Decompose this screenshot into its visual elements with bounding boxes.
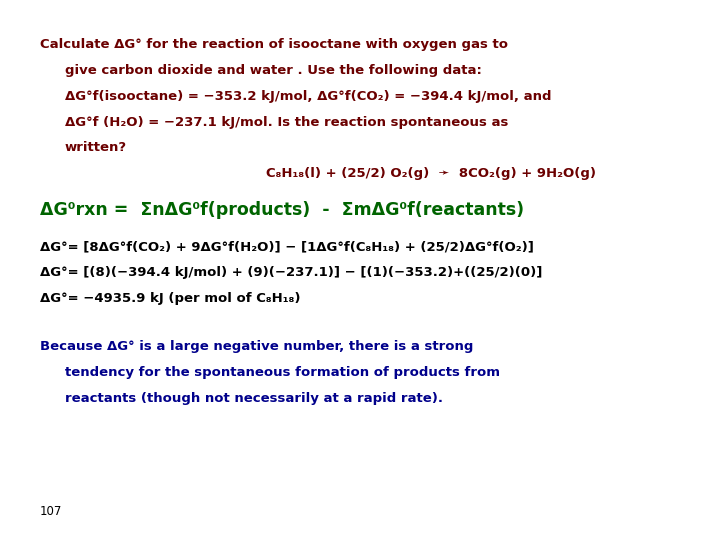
Text: tendency for the spontaneous formation of products from: tendency for the spontaneous formation o… [65, 366, 500, 379]
Text: ΔG⁰rxn =  ΣnΔG⁰f(products)  -  ΣmΔG⁰f(reactants): ΔG⁰rxn = ΣnΔG⁰f(products) - ΣmΔG⁰f(react… [40, 201, 523, 219]
Text: ΔG°= −4935.9 kJ (per mol of C₈H₁₈): ΔG°= −4935.9 kJ (per mol of C₈H₁₈) [40, 292, 300, 305]
Text: ΔG°f (H₂O) = −237.1 kJ/mol. Is the reaction spontaneous as: ΔG°f (H₂O) = −237.1 kJ/mol. Is the react… [65, 116, 508, 129]
Text: C₈H₁₈(l) + (25/2) O₂(g)  ➛  8CO₂(g) + 9H₂O(g): C₈H₁₈(l) + (25/2) O₂(g) ➛ 8CO₂(g) + 9H₂O… [266, 167, 596, 180]
Text: Calculate ΔG° for the reaction of isooctane with oxygen gas to: Calculate ΔG° for the reaction of isooct… [40, 38, 508, 51]
Text: reactants (though not necessarily at a rapid rate).: reactants (though not necessarily at a r… [65, 392, 443, 405]
Text: 107: 107 [40, 505, 62, 518]
Text: ΔG°= [(8)(−394.4 kJ/mol) + (9)(−237.1)] − [(1)(−353.2)+((25/2)(0)]: ΔG°= [(8)(−394.4 kJ/mol) + (9)(−237.1)] … [40, 266, 542, 279]
Text: written?: written? [65, 141, 127, 154]
Text: Because ΔG° is a large negative number, there is a strong: Because ΔG° is a large negative number, … [40, 340, 473, 353]
Text: ΔG°f(isooctane) = −353.2 kJ/mol, ΔG°f(CO₂) = −394.4 kJ/mol, and: ΔG°f(isooctane) = −353.2 kJ/mol, ΔG°f(CO… [65, 90, 552, 103]
Text: give carbon dioxide and water . Use the following data:: give carbon dioxide and water . Use the … [65, 64, 482, 77]
Text: ΔG°= [8ΔG°f(CO₂) + 9ΔG°f(H₂O)] − [1ΔG°f(C₈H₁₈) + (25/2)ΔG°f(O₂)]: ΔG°= [8ΔG°f(CO₂) + 9ΔG°f(H₂O)] − [1ΔG°f(… [40, 240, 534, 253]
